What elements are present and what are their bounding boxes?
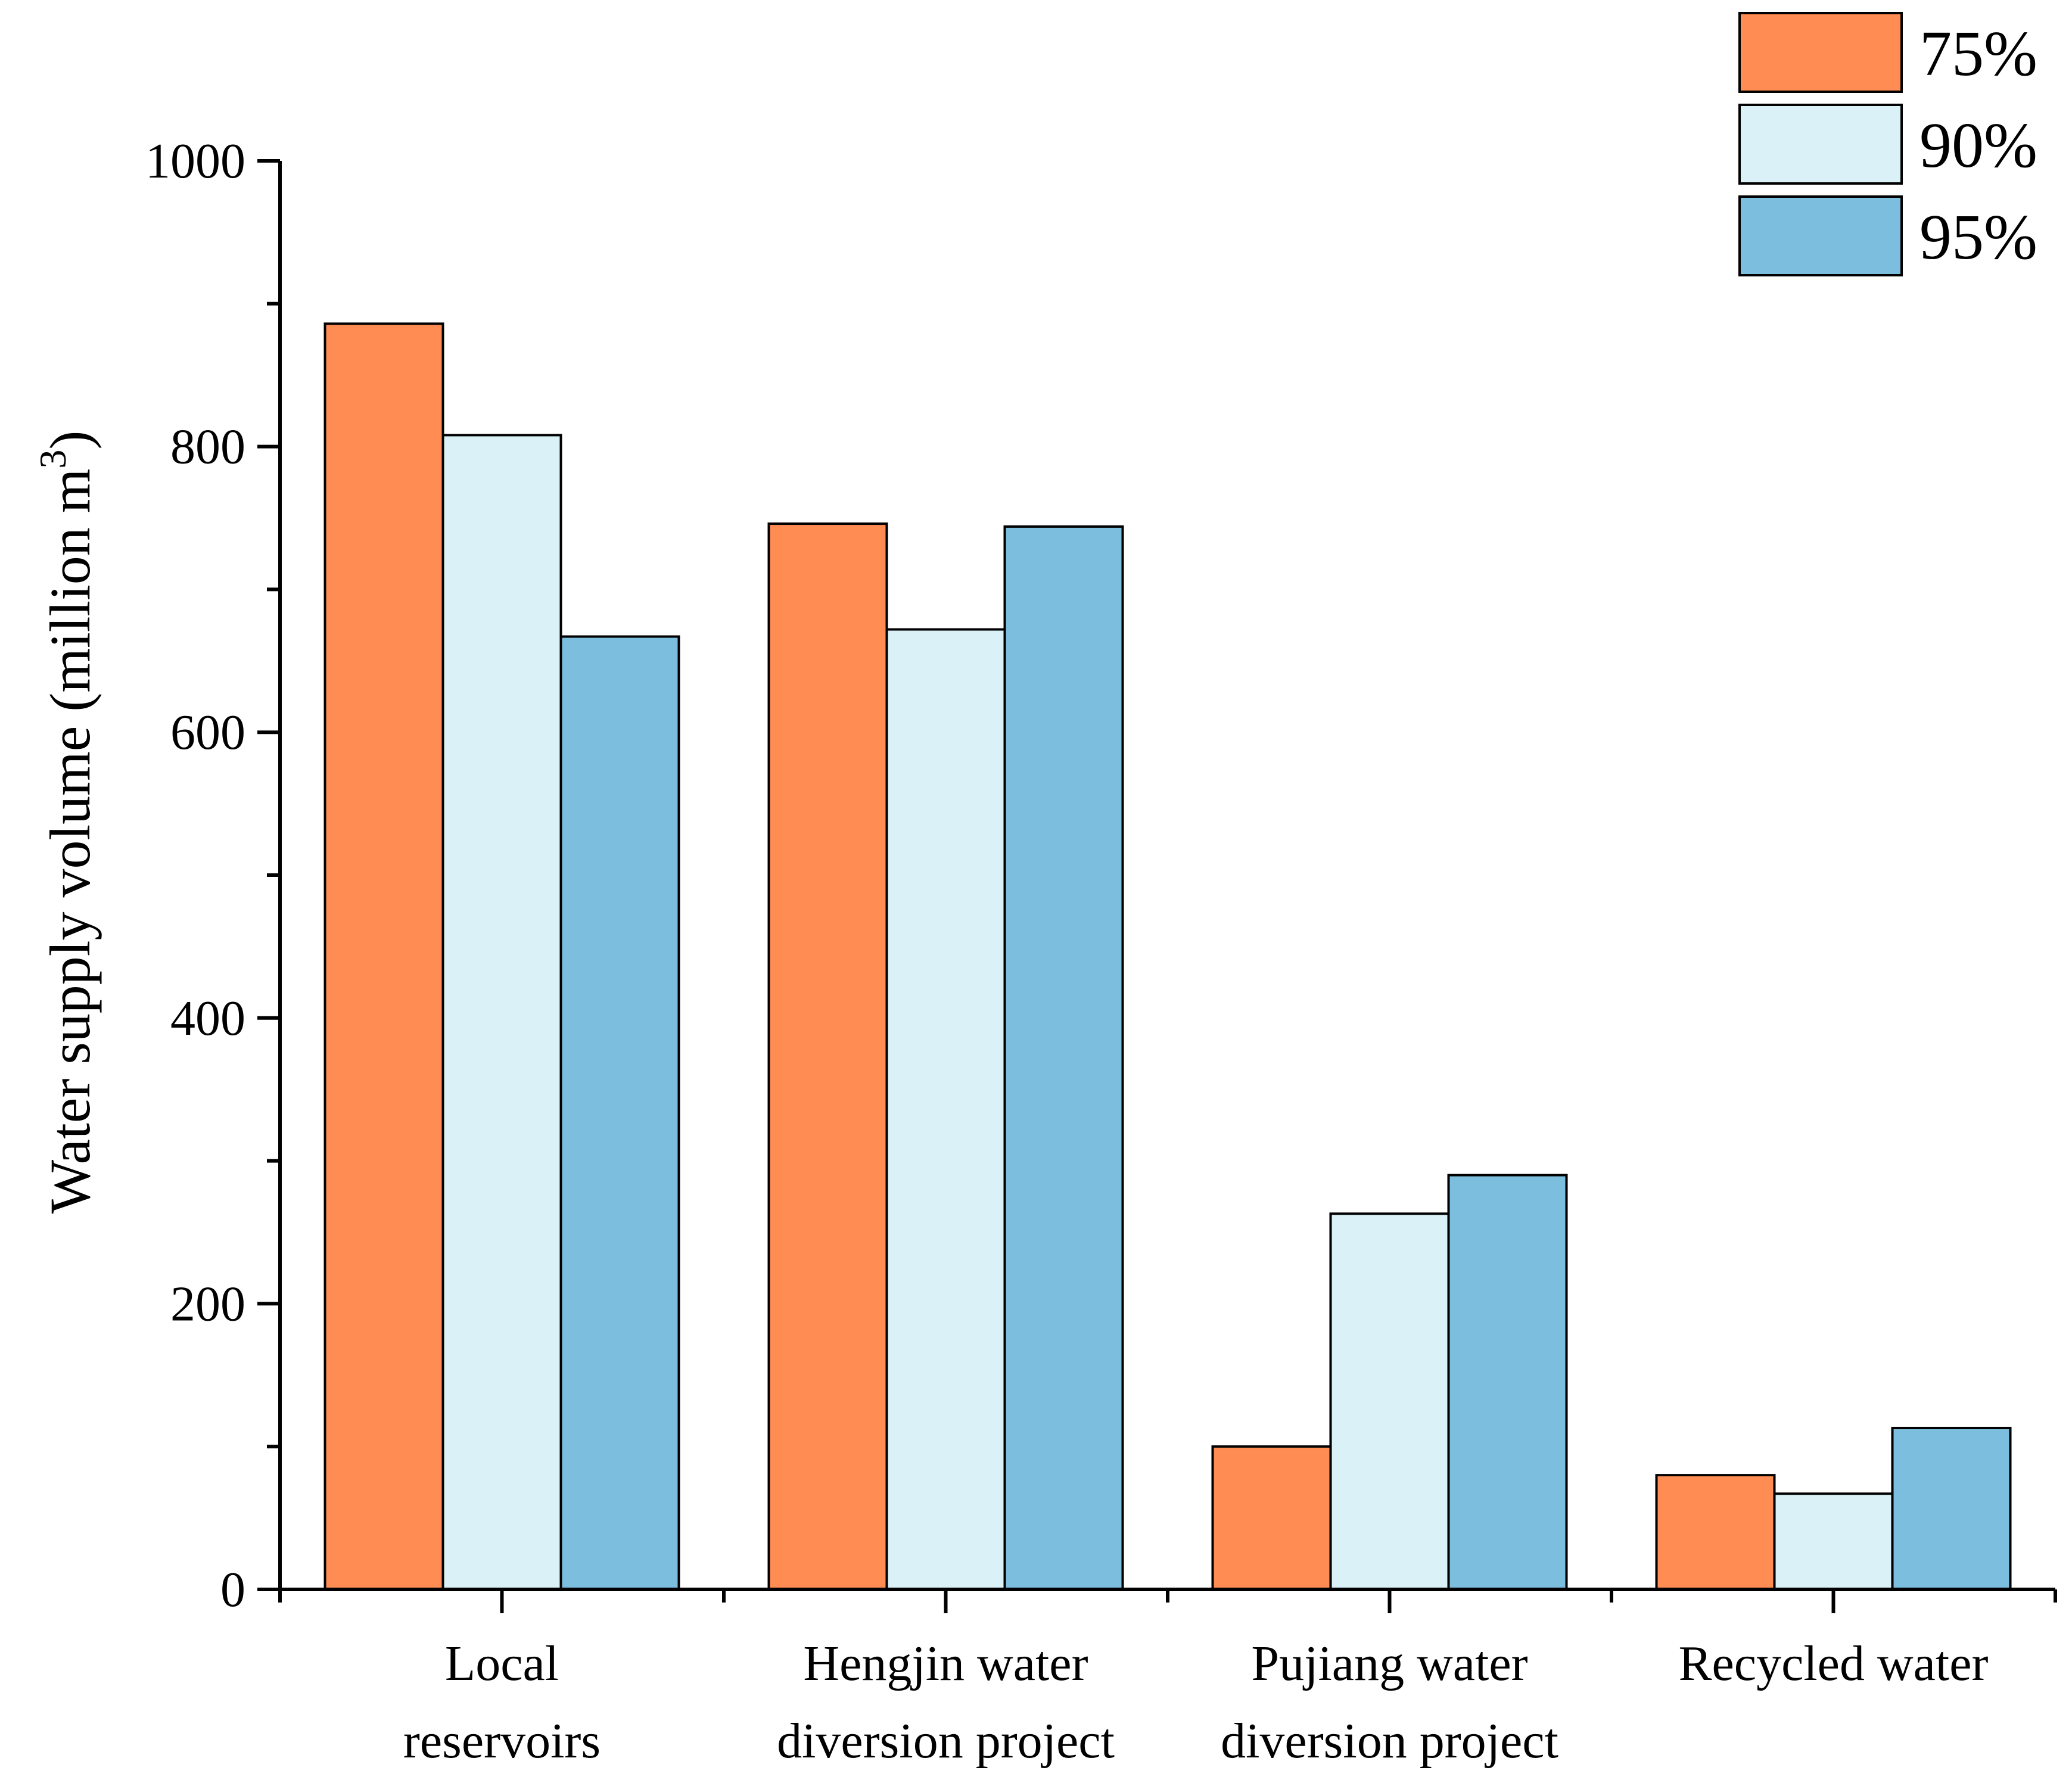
bar-95pct-cat0: [559, 635, 680, 1591]
bar-90pct-cat0: [441, 434, 562, 1591]
legend-label-75pct: 75%: [1919, 18, 2037, 89]
bar-95pct-cat1: [1003, 525, 1124, 1591]
y-tick-label: 400: [170, 991, 245, 1046]
x-category-label: Recycled water: [1678, 1636, 1988, 1691]
y-tick-label: 600: [170, 705, 245, 760]
x-category-label: reservoirs: [403, 1713, 601, 1769]
bars-group: [323, 322, 2012, 1591]
x-category-label: Pujiang water: [1251, 1636, 1527, 1691]
bar-90pct-cat1: [885, 628, 1006, 1591]
legend-swatch-95pct: [1738, 195, 1903, 276]
y-tick-label: 1000: [145, 133, 245, 189]
bar-75pct-cat2: [1211, 1445, 1332, 1591]
y-tick-label: 200: [170, 1276, 245, 1331]
bar-95pct-cat2: [1447, 1174, 1568, 1591]
y-tick-label: 0: [220, 1562, 245, 1617]
legend: 75% 90% 95%: [1738, 12, 2037, 276]
x-category-label: diversion project: [777, 1713, 1115, 1769]
legend-swatch-90pct: [1738, 104, 1903, 185]
legend-label-95pct: 95%: [1919, 202, 2037, 273]
axes-group: 0 200 400 600 800 1000 Local reservoirs Hengjin …: [145, 133, 2057, 1769]
bar-95pct-cat3: [1891, 1427, 2012, 1591]
x-category-label: diversion project: [1221, 1713, 1558, 1769]
legend-swatch-75pct: [1738, 12, 1903, 93]
y-axis-title: Water supply volume (million m3): [32, 431, 102, 1214]
y-tick-label: 800: [170, 419, 245, 475]
legend-label-90pct: 90%: [1919, 110, 2037, 181]
bar-75pct-cat1: [767, 522, 888, 1591]
bar-90pct-cat3: [1773, 1492, 1894, 1591]
bar-75pct-cat3: [1655, 1474, 1776, 1591]
x-category-label: Hengjin water: [803, 1636, 1088, 1691]
bar-75pct-cat0: [323, 322, 444, 1591]
x-category-label: Local: [445, 1636, 559, 1691]
bar-90pct-cat2: [1329, 1212, 1450, 1591]
